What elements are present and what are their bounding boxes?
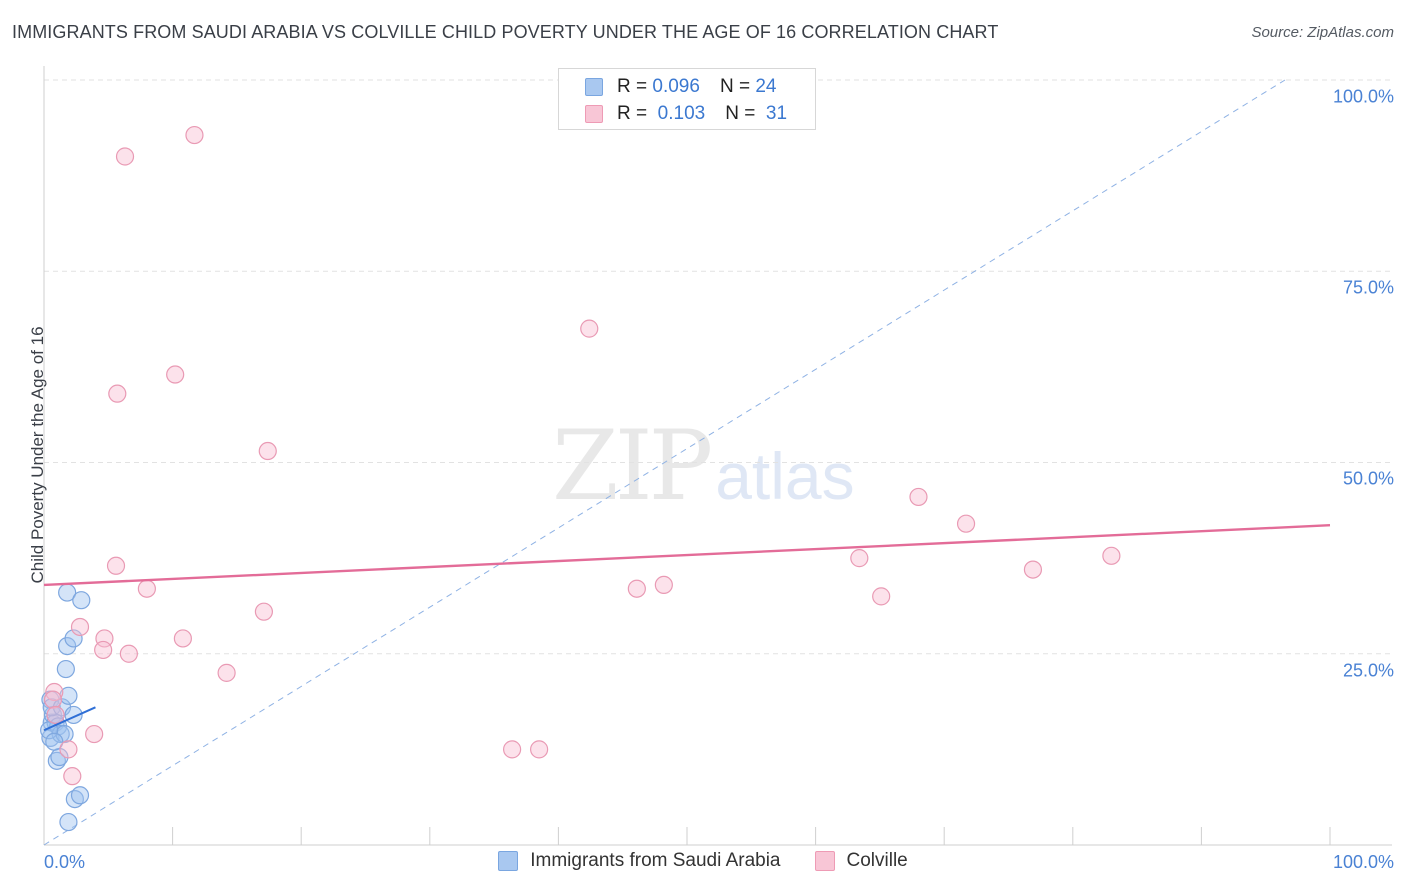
point-saudi-9 (55, 724, 74, 744)
stats-swatch-saudi (585, 78, 603, 96)
n-value: 31 (765, 103, 788, 124)
r-value: 0.096 (652, 76, 700, 97)
chart-title: IMMIGRANTS FROM SAUDI ARABIA VS COLVILLE… (12, 22, 999, 42)
point-colville-25 (909, 487, 928, 507)
point-colville-16 (43, 690, 63, 709)
point-colville-10 (95, 629, 114, 648)
point-colville-26 (956, 514, 976, 533)
stats-swatch-colville (585, 105, 603, 123)
point-colville-21 (530, 740, 549, 759)
point-colville-15 (45, 682, 64, 702)
point-saudi-20 (70, 786, 90, 805)
point-saudi-16 (72, 591, 91, 610)
watermark-atlas: atlas (715, 439, 855, 513)
trendline-colville (43, 524, 1331, 587)
point-colville-19 (63, 767, 82, 786)
stats-box: R = 0.096 N = 24 R = 0.103 N = 31 (558, 68, 816, 130)
point-colville-7 (137, 579, 156, 598)
r-value: 0.103 (657, 103, 706, 124)
point-colville-30 (46, 705, 65, 725)
y-axis-label: Child Poverty Under the Age of 16 (28, 326, 47, 584)
point-saudi-14 (64, 629, 83, 648)
legend-label-colville: Colville (846, 850, 908, 871)
reference-line (43, 79, 1286, 846)
stats-row-colville: R = 0.103 N = 31 (585, 101, 787, 127)
point-colville-6 (106, 556, 126, 575)
point-colville-14 (217, 663, 236, 682)
point-colville-20 (503, 740, 522, 759)
n-value: 24 (755, 76, 777, 97)
point-colville-9 (70, 617, 90, 637)
point-colville-23 (654, 575, 673, 595)
legend-item-saudi[interactable]: Immigrants from Saudi Arabia (498, 850, 781, 872)
point-saudi-12 (56, 659, 75, 679)
legend-item-colville[interactable]: Colville (814, 850, 908, 872)
point-saudi-21 (59, 812, 78, 832)
r-label: R = (617, 103, 648, 124)
source-label: Source: ZipAtlas.com (1251, 24, 1394, 41)
legend: Immigrants from Saudi Arabia Colville (0, 850, 1406, 872)
point-colville-12 (94, 640, 113, 660)
point-colville-5 (258, 441, 277, 461)
point-colville-2 (166, 365, 185, 384)
point-colville-17 (85, 724, 104, 744)
watermark: ZIPatlas (552, 410, 855, 522)
point-colville-18 (59, 740, 78, 759)
y-tick-label-50: 50.0% (1342, 468, 1394, 489)
watermark-zip: ZIP (552, 410, 713, 522)
n-label: N = (719, 76, 751, 97)
point-colville-22 (627, 579, 646, 598)
point-colville-11 (173, 629, 192, 648)
n-label: N = (725, 103, 756, 124)
point-colville-8 (254, 602, 274, 621)
point-saudi-10 (59, 686, 78, 705)
point-colville-24 (850, 549, 869, 568)
stats-row-saudi: R = 0.096 N = 24 (585, 74, 776, 100)
point-colville-29 (1102, 546, 1121, 565)
point-colville-0 (115, 147, 135, 166)
x-tick-label-max: 100.0% (1332, 852, 1394, 872)
y-tick-label-75: 75.0% (1342, 277, 1394, 298)
legend-swatch-saudi (498, 851, 519, 871)
r-label: R = (617, 76, 648, 97)
point-colville-13 (119, 644, 138, 663)
y-tick-label-25: 25.0% (1342, 660, 1394, 681)
legend-swatch-colville (814, 851, 835, 871)
x-tick-label-min: 0.0% (44, 852, 86, 872)
legend-label-saudi: Immigrants from Saudi Arabia (530, 850, 781, 871)
point-colville-1 (185, 125, 204, 145)
point-colville-3 (108, 384, 127, 403)
point-colville-28 (1023, 560, 1043, 579)
trendline-saudi (43, 706, 96, 732)
point-saudi-23 (45, 732, 64, 751)
point-colville-4 (580, 319, 599, 338)
point-colville-27 (872, 587, 891, 606)
y-tick-label-100: 100.0% (1332, 86, 1394, 107)
